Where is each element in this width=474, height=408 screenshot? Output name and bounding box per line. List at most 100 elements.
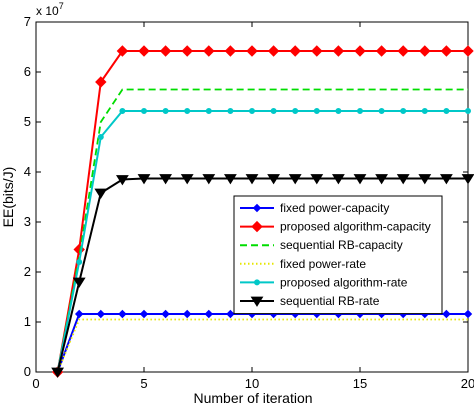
series-5-point-19 xyxy=(461,174,474,185)
series-4-point-3 xyxy=(119,108,126,114)
series-0-point-7 xyxy=(204,309,214,319)
x-tick-label-3: 15 xyxy=(353,376,367,391)
series-2 xyxy=(56,88,468,373)
series-1-point-10 xyxy=(267,45,280,57)
series-1-point-11 xyxy=(289,45,301,57)
series-0-point-2 xyxy=(96,309,106,319)
legend-label-5: sequential RB-rate xyxy=(280,294,380,308)
series-4-point-2 xyxy=(97,134,104,140)
series-0-point-3 xyxy=(118,309,127,319)
legend-label-0: fixed power-capacity xyxy=(280,201,389,215)
series-1-point-15 xyxy=(375,45,388,57)
legend-marker-1 xyxy=(251,220,263,233)
series-5-point-18 xyxy=(439,174,453,185)
y-multiplier-exponent: 7 xyxy=(59,1,64,11)
series-1-point-7 xyxy=(203,45,215,57)
series-4-point-19 xyxy=(465,108,471,114)
series-4-point-7 xyxy=(205,108,212,114)
legend: fixed power-capacity proposed algorithm-c… xyxy=(233,195,443,315)
series-4-point-9 xyxy=(249,108,255,114)
series-line-2 xyxy=(56,88,468,373)
series-0-point-19 xyxy=(463,309,473,319)
series-4-point-18 xyxy=(443,108,450,114)
y-tick-label-6: 6 xyxy=(24,64,31,79)
legend-label-1: proposed algorithm-capacity xyxy=(280,220,431,234)
legend-label-3: fixed power-rate xyxy=(280,257,366,271)
y-multiplier-label: x 107 xyxy=(36,1,64,18)
y-tick-label-1: 1 xyxy=(24,314,31,329)
y-tick-label-4: 4 xyxy=(24,164,31,179)
series-4-point-4 xyxy=(141,108,147,114)
y-multiplier-base: x 10 xyxy=(36,4,59,18)
series-4-point-16 xyxy=(400,108,407,114)
series-4-point-8 xyxy=(227,108,234,114)
legend-label-4: proposed algorithm-rate xyxy=(280,275,408,289)
series-4-point-17 xyxy=(421,108,428,114)
series-5 xyxy=(51,174,474,378)
series-0-point-4 xyxy=(139,309,149,319)
legend-box xyxy=(233,195,443,315)
x-tick-label-2: 10 xyxy=(245,376,259,391)
series-5-point-8 xyxy=(223,174,237,185)
series-1-point-13 xyxy=(332,45,345,57)
series-0-point-18 xyxy=(442,309,451,319)
series-0-point-5 xyxy=(161,309,170,319)
x-tick-label-1: 5 xyxy=(140,376,147,391)
series-5-point-3 xyxy=(115,175,129,186)
series-1-point-4 xyxy=(138,45,150,57)
x-tick-label-0: 0 xyxy=(32,376,39,391)
series-4-point-5 xyxy=(162,108,169,114)
series-4-point-11 xyxy=(292,108,299,114)
legend-marker-0 xyxy=(252,203,262,213)
series-4-point-10 xyxy=(270,108,277,114)
series-1-point-16 xyxy=(397,45,409,57)
series-1-point-9 xyxy=(246,45,258,57)
series-line-3 xyxy=(56,318,468,373)
series-4-point-1 xyxy=(76,259,83,265)
series-5-point-14 xyxy=(353,174,367,185)
series-5-point-0 xyxy=(51,367,65,378)
series-5-point-9 xyxy=(245,174,259,185)
series-5-point-1 xyxy=(72,277,86,288)
series-1-point-12 xyxy=(311,45,323,57)
series-1-point-2 xyxy=(95,76,107,88)
y-tick-label-3: 3 xyxy=(24,214,31,229)
legend-label-2: sequential RB-capacity xyxy=(280,238,403,252)
legend-marker-4 xyxy=(254,279,260,286)
y-axis-label: EE(bits/J) xyxy=(0,167,16,228)
series-1 xyxy=(51,45,474,378)
series-5-point-12 xyxy=(310,174,324,185)
series-5-point-5 xyxy=(159,174,173,185)
series-line-4 xyxy=(56,110,468,373)
series-4 xyxy=(54,108,471,375)
x-tick-label-4: 20 xyxy=(461,376,474,391)
series-5-point-16 xyxy=(396,174,410,185)
series-1-point-3 xyxy=(116,45,129,57)
series-0-point-1 xyxy=(74,309,84,319)
series-5-point-15 xyxy=(375,174,389,185)
y-tick-label-7: 7 xyxy=(24,14,31,29)
series-5-point-10 xyxy=(267,174,281,185)
y-tick-label-5: 5 xyxy=(24,114,31,129)
series-0-point-6 xyxy=(182,309,192,319)
series-1-point-18 xyxy=(440,45,453,57)
series-4-point-13 xyxy=(335,108,342,114)
y-tick-label-0: 0 xyxy=(24,364,31,379)
series-0-point-8 xyxy=(226,309,235,319)
series-5-point-7 xyxy=(202,174,216,185)
series-1-point-6 xyxy=(181,45,193,57)
series-5-point-4 xyxy=(137,174,151,185)
series-4-point-14 xyxy=(357,108,363,114)
series-1-point-17 xyxy=(419,45,431,57)
legend-marker-5 xyxy=(250,296,264,307)
y-tick-label-2: 2 xyxy=(24,264,31,279)
series-1-point-5 xyxy=(159,45,172,57)
series-1-point-19 xyxy=(462,45,474,57)
series-1-point-14 xyxy=(354,45,366,57)
series-5-point-17 xyxy=(418,174,432,185)
x-axis-label: Number of iteration xyxy=(193,390,312,406)
series-5-point-6 xyxy=(180,174,194,185)
series-5-point-13 xyxy=(331,174,345,185)
